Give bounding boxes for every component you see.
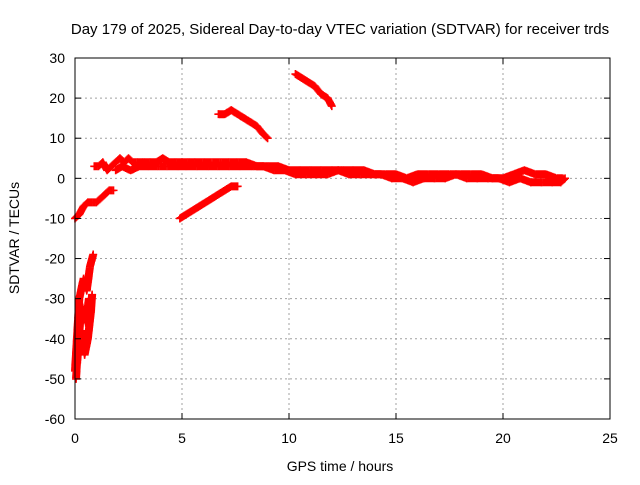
x-tick-label: 0 <box>71 430 79 446</box>
data-point-run <box>311 83 325 97</box>
series-arc-main <box>90 154 570 187</box>
x-tick-label: 20 <box>495 430 511 446</box>
x-axis-label: GPS time / hours <box>287 458 394 474</box>
data-layer <box>71 70 570 383</box>
data-point-run <box>557 175 568 186</box>
data-point-run <box>102 187 113 198</box>
y-tick-label: -60 <box>45 411 65 427</box>
data-point <box>233 182 242 191</box>
data-point-run <box>260 131 271 142</box>
data-point-run <box>80 199 91 210</box>
data-point-run <box>93 195 104 206</box>
y-tick-label: -50 <box>45 371 65 387</box>
data-point <box>561 174 570 183</box>
data-point-run <box>72 211 83 222</box>
y-tick-label: 30 <box>49 50 65 66</box>
data-point-run <box>97 191 108 202</box>
data-point-run <box>121 155 132 166</box>
series-arc-rising-5h <box>175 182 242 223</box>
x-tick-label: 5 <box>178 430 186 446</box>
chart-title: Day 179 of 2025, Sidereal Day-to-day VTE… <box>71 21 609 38</box>
y-tick-label: -30 <box>45 291 65 307</box>
y-tick-label: -10 <box>45 210 65 226</box>
data-point-run <box>73 316 85 366</box>
data-point-run <box>104 163 115 174</box>
data-point <box>84 294 93 303</box>
series-arc-10h <box>291 70 336 111</box>
y-tick-label: 10 <box>49 130 65 146</box>
data-point-run <box>108 159 119 170</box>
series-arc-7h <box>214 106 272 143</box>
y-axis-label: SDTVAR / TECUs <box>6 182 22 294</box>
data-point <box>327 102 336 111</box>
y-tick-label: -40 <box>45 331 65 347</box>
data-point-run <box>117 155 128 166</box>
y-tick-label: 20 <box>49 90 65 106</box>
tick-layer: 0 5 10 15 20 25 -60 -50 -40 -30 -20 -10 0 10 20 30 <box>45 50 618 446</box>
data-point <box>89 250 98 259</box>
data-point-run <box>112 155 123 166</box>
x-tick-label: 15 <box>388 430 404 446</box>
y-tick-label: 0 <box>57 170 65 186</box>
data-point <box>263 134 272 143</box>
x-tick-label: 10 <box>281 430 297 446</box>
data-point-run <box>253 123 267 138</box>
y-tick-label: -20 <box>45 251 65 267</box>
data-point <box>88 290 97 299</box>
series-arc-lower-left <box>71 186 118 223</box>
plot-border <box>74 57 611 420</box>
data-point-run <box>125 155 136 166</box>
x-tick-label: 25 <box>602 430 618 446</box>
data-point <box>109 186 118 195</box>
